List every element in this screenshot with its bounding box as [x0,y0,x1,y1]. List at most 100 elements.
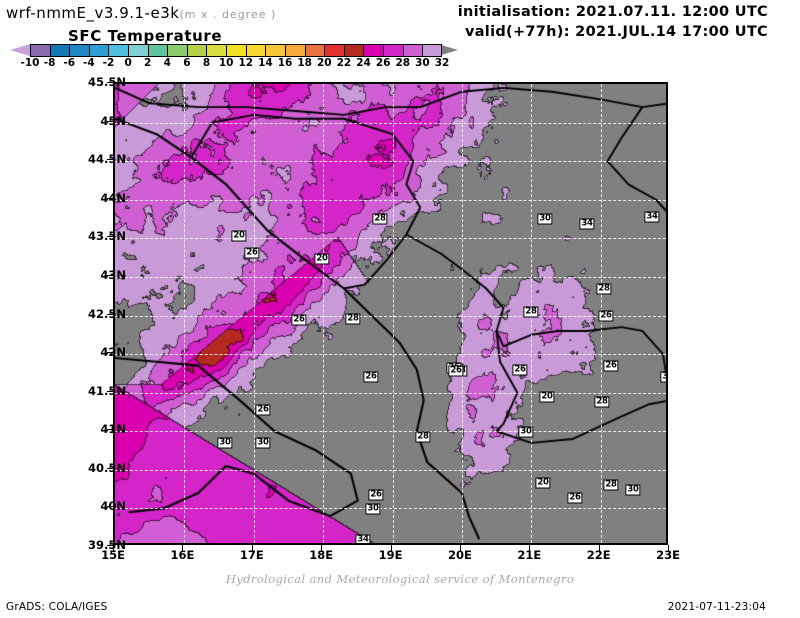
lat-tick-44.5N [107,159,113,161]
colorbar-tick-20: 20 [316,57,332,69]
lon-tick-20E [459,545,461,551]
lat-tick-42.5N [107,313,113,315]
lat-tick-40.5N [107,467,113,469]
lat-tick-41.5N [107,390,113,392]
colorbar-band-11 [245,44,266,57]
contour-label-30: 30 [365,503,381,515]
contour-label-20: 20 [539,391,555,403]
colorbar-tick-30: 30 [415,57,430,69]
colorbar-band-17 [363,44,383,57]
colorbar-band-15 [324,44,344,57]
colorbar-tick-24: 24 [356,57,371,69]
colorbar-band-5 [128,44,148,57]
colorbar-tick--4: -4 [83,57,95,69]
temperature-field-canvas [115,84,666,543]
credit-line: Hydrological and Meteorological service … [225,572,575,586]
temperature-map: 20 26 28 20 26 28 26 28 26 28 28 26 30 34 34 26 30 28 26 30… [113,82,668,545]
contour-label-34: 34 [355,534,371,545]
contour-label-28: 28 [372,213,388,225]
contour-label-26: 26 [567,492,583,504]
colorbar-band-19 [402,44,423,57]
lat-tick-43N [107,274,113,276]
contour-label-28: 28 [594,396,610,408]
render-timestamp: 2021-07-11-23:04 [667,601,766,613]
grads-tag: GrADS: COLA/IGES [6,601,108,613]
colorbar-tick--8: -8 [43,57,56,69]
colorbar-band-8 [186,44,207,57]
colorbar-tick-6: 6 [183,57,191,69]
contour-label-26: 26 [368,489,384,501]
lon-label-16E: 16E [170,548,195,562]
contour-label-26: 26 [448,365,464,377]
contour-label-30: 30 [537,213,553,225]
lat-label-43N: 43N [100,267,126,282]
colorbar-title: SFC Temperature [68,27,223,45]
lon-label-21E: 21E [517,548,542,562]
contour-label-28: 28 [523,306,539,318]
model-units: (m x . degree ) [179,8,277,21]
colorbar-band-9 [206,44,227,57]
initialisation-time: initialisation: 2021.07.11. 12:00 UTC [457,4,768,20]
colorbar-tick--6: -6 [63,57,76,69]
colorbar-band-14 [304,44,325,57]
colorbar-band-20 [422,44,442,57]
lon-label-22E: 22E [586,548,611,562]
colorbar-bands [30,44,442,57]
colorbar-over-arrow-icon [438,44,458,56]
contour-label-34: 34 [579,218,595,230]
colorbar: -10 -8 -6 -4 -2 0 2 4 6 8 10 12 14 16 18 20 22 24 26 28 30 32 [6,44,458,69]
colorbar-tick-26: 26 [375,57,391,69]
lon-tick-18E [321,545,323,551]
contour-label-20: 20 [535,477,551,489]
colorbar-tick-18: 18 [297,57,312,69]
contour-label-26: 26 [255,404,271,416]
lat-label-42N: 42N [100,345,126,360]
lat-tick-40N [107,506,113,508]
lat-tick-44N [107,197,113,199]
colorbar-band-12 [265,44,285,57]
colorbar-tick-16: 16 [277,57,293,69]
lat-label-41N: 41N [100,422,126,437]
lon-tick-21E [529,545,531,551]
lat-label-45N: 45N [100,113,126,128]
colorbar-tick-12: 12 [238,57,254,69]
lon-label-23E: 23E [656,548,680,562]
contour-label-30: 30 [518,426,534,438]
colorbar-tick-14: 14 [258,57,273,69]
lon-label-20E: 20E [447,548,472,562]
lon-label-19E: 19E [378,548,403,562]
lon-tick-17E [251,545,253,551]
colorbar-tick-28: 28 [395,57,411,69]
colorbar-band-6 [147,44,168,57]
colorbar-band-4 [108,44,129,57]
colorbar-tick-0: 0 [124,57,132,69]
contour-label-30: 30 [660,371,666,383]
lat-tick-45.5N [107,82,113,83]
contour-label-26: 26 [363,371,379,383]
lat-tick-43.5N [107,236,113,238]
lat-tick-42N [107,352,113,354]
lon-tick-15E [113,545,114,551]
contour-label-28: 28 [345,313,361,325]
contour-label-20: 20 [231,230,247,242]
lat-label-40N: 40N [100,499,126,514]
model-title: wrf-nmmE_v3.9.1-e3k(m x . degree ) [6,4,276,22]
colorbar-band-13 [284,44,305,57]
colorbar-tick-22: 22 [336,57,352,69]
contour-label-26: 26 [291,314,307,326]
lat-tick-39.5N [107,545,113,546]
contour-label-28: 28 [596,283,612,295]
lon-tick-23E [668,545,669,551]
lon-tick-22E [598,545,600,551]
colorbar-band-7 [167,44,187,57]
lat-label-44N: 44N [100,190,126,205]
lat-tick-41N [107,429,113,431]
colorbar-tick-32: 32 [434,57,450,69]
lon-label-15E: 15E [101,548,125,562]
lon-label-17E: 17E [239,548,264,562]
lat-tick-45N [107,120,113,122]
contour-label-34: 34 [644,211,660,223]
colorbar-tick--10: -10 [20,57,40,69]
lon-label-18E: 18E [309,548,334,562]
colorbar-tick-8: 8 [202,57,211,69]
